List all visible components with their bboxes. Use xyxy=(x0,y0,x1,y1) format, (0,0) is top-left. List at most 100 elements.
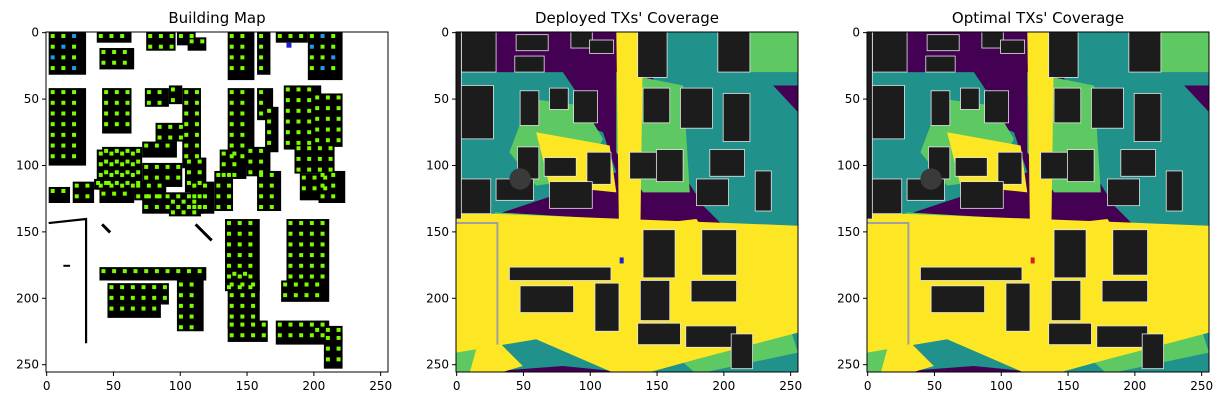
antenna-marker xyxy=(165,164,170,169)
antenna-marker xyxy=(299,322,304,327)
antenna-marker xyxy=(320,253,325,258)
antenna-marker xyxy=(98,34,103,39)
antenna-marker xyxy=(221,151,226,156)
coverage-boundary-line xyxy=(456,222,499,345)
antenna-marker xyxy=(307,167,312,172)
antenna-marker xyxy=(323,175,328,180)
antenna-marker xyxy=(178,282,183,287)
coverage-building xyxy=(709,149,745,177)
antenna-marker xyxy=(251,333,256,338)
antenna-marker xyxy=(325,138,330,143)
coverage-building xyxy=(680,87,713,129)
antenna-marker xyxy=(320,221,325,226)
y-tick-label: 50 xyxy=(845,92,860,106)
antenna-marker xyxy=(240,333,245,338)
coverage-building xyxy=(1112,229,1148,276)
panel-title: Building Map xyxy=(168,9,265,27)
antenna-marker xyxy=(229,55,234,60)
antenna-marker xyxy=(331,44,336,49)
antenna-marker xyxy=(288,242,293,247)
antenna-marker xyxy=(328,156,333,161)
antenna-marker xyxy=(72,100,77,105)
antenna-marker xyxy=(237,221,242,226)
antenna-marker xyxy=(325,116,330,121)
x-tick-label: 100 xyxy=(990,379,1013,393)
antenna-marker xyxy=(148,34,153,39)
antenna-marker xyxy=(248,221,253,226)
antenna-marker xyxy=(320,44,325,49)
antenna-marker xyxy=(122,50,127,55)
x-tick-label: 150 xyxy=(236,379,259,393)
antenna-marker xyxy=(296,108,301,113)
coverage-building xyxy=(637,322,681,346)
coverage-building xyxy=(642,229,676,279)
antenna-marker xyxy=(288,34,293,39)
antenna-marker xyxy=(299,274,304,279)
antenna-marker xyxy=(277,333,282,338)
antenna-marker xyxy=(165,205,170,210)
antenna-marker xyxy=(72,143,77,148)
building-map-image xyxy=(46,32,388,372)
antenna-marker xyxy=(259,90,264,95)
coverage-building xyxy=(920,168,942,190)
antenna-marker xyxy=(154,269,159,274)
antenna-marker xyxy=(315,127,320,132)
antenna-marker xyxy=(74,183,79,188)
coverage-building xyxy=(586,151,612,185)
antenna-marker xyxy=(299,333,304,338)
antenna-marker xyxy=(331,34,336,39)
coverage-building xyxy=(549,181,593,209)
antenna-marker xyxy=(331,172,336,177)
coverage-zone-max xyxy=(880,325,934,372)
antenna-marker xyxy=(186,205,191,210)
antenna-marker xyxy=(240,122,245,127)
building xyxy=(107,283,169,305)
antenna-marker xyxy=(184,132,189,137)
antenna-marker xyxy=(248,285,253,290)
antenna-marker xyxy=(146,183,151,188)
building xyxy=(48,88,87,166)
antenna-marker xyxy=(85,194,90,199)
antenna-marker xyxy=(336,138,341,143)
antenna-marker xyxy=(120,285,125,290)
coverage-building xyxy=(1101,280,1148,303)
coverage-building xyxy=(1005,282,1031,332)
antenna-marker xyxy=(125,170,130,175)
antenna-marker xyxy=(229,322,234,327)
antenna-marker xyxy=(267,108,272,113)
axes-frame xyxy=(455,31,799,373)
antenna-marker xyxy=(176,205,181,210)
antenna-marker xyxy=(152,295,157,300)
antenna-marker xyxy=(125,90,130,95)
antenna-marker xyxy=(299,231,304,236)
antenna-marker xyxy=(186,170,191,175)
coverage-boundary-line xyxy=(867,222,910,345)
antenna-marker xyxy=(104,148,109,153)
antenna-marker xyxy=(269,205,274,210)
antenna-marker xyxy=(125,111,130,116)
antenna-marker xyxy=(336,95,341,100)
building xyxy=(257,170,282,212)
antenna-marker xyxy=(307,108,312,113)
transmitter-marker xyxy=(619,257,624,264)
building xyxy=(144,88,169,107)
antenna-marker xyxy=(296,87,301,92)
coverage-building xyxy=(1107,178,1140,207)
antenna-marker xyxy=(320,172,325,177)
antenna-marker xyxy=(157,90,162,95)
antenna-marker xyxy=(125,159,130,164)
coverage-building xyxy=(456,178,492,215)
antenna-marker xyxy=(296,119,301,124)
building xyxy=(48,32,87,75)
antenna-marker xyxy=(114,90,119,95)
coverage-zone-max xyxy=(469,325,523,372)
antenna-marker xyxy=(170,210,175,215)
antenna-marker xyxy=(114,148,119,153)
antenna-marker xyxy=(72,122,77,127)
antenna-marker xyxy=(240,44,245,49)
antenna-marker xyxy=(259,148,264,153)
coverage-building xyxy=(717,32,751,73)
antenna-marker xyxy=(315,293,320,298)
x-tick-label: 0 xyxy=(43,379,51,393)
antenna-marker xyxy=(259,111,264,116)
